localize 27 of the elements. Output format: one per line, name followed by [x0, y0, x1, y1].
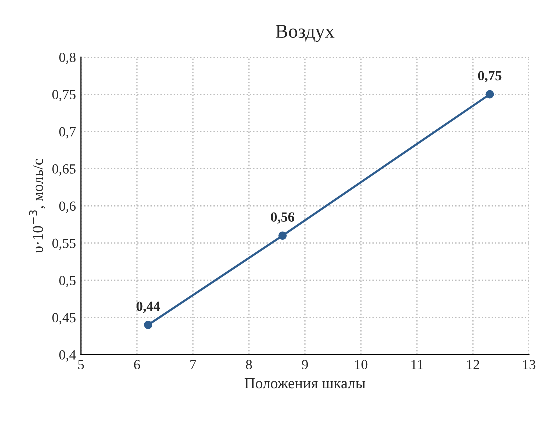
x-tick-label: 7: [190, 360, 196, 370]
text: 0,44: [136, 302, 160, 314]
x-tick-label: 6: [134, 360, 140, 370]
y-tick-label: 0,5: [60, 276, 76, 288]
point: [144, 320, 153, 330]
x-tick-label: 13: [523, 360, 536, 370]
y-tick-label: 0,65: [52, 164, 76, 176]
x-tick-label: 12: [467, 360, 480, 370]
x-tick-label: 8: [246, 360, 252, 370]
x-tick-label: 10: [355, 360, 368, 370]
y-tick-label: 0,6: [60, 202, 76, 214]
text: 0,75: [478, 71, 502, 83]
x-tick-label: 11: [412, 360, 424, 370]
x-axis-title: Положения шкалы: [244, 378, 366, 389]
y-tick-label: 0,4: [60, 350, 76, 362]
y-tick-label: 0,7: [60, 127, 76, 139]
y-tick-label: 0,55: [52, 238, 76, 250]
y-tick-label: 0,8: [60, 52, 76, 64]
y-tick-label: 0,45: [52, 313, 76, 325]
x-tick-label: 9: [302, 360, 308, 370]
text: 0,56: [271, 212, 295, 224]
y-axis-title: υ·10$^{−3}$, моль/с: [29, 159, 46, 254]
y-tick-label: 0,75: [52, 90, 76, 102]
point: [486, 90, 494, 99]
point: [278, 232, 287, 240]
chart-title: Воздух: [276, 25, 335, 42]
x-tick-label: 5: [78, 360, 84, 370]
